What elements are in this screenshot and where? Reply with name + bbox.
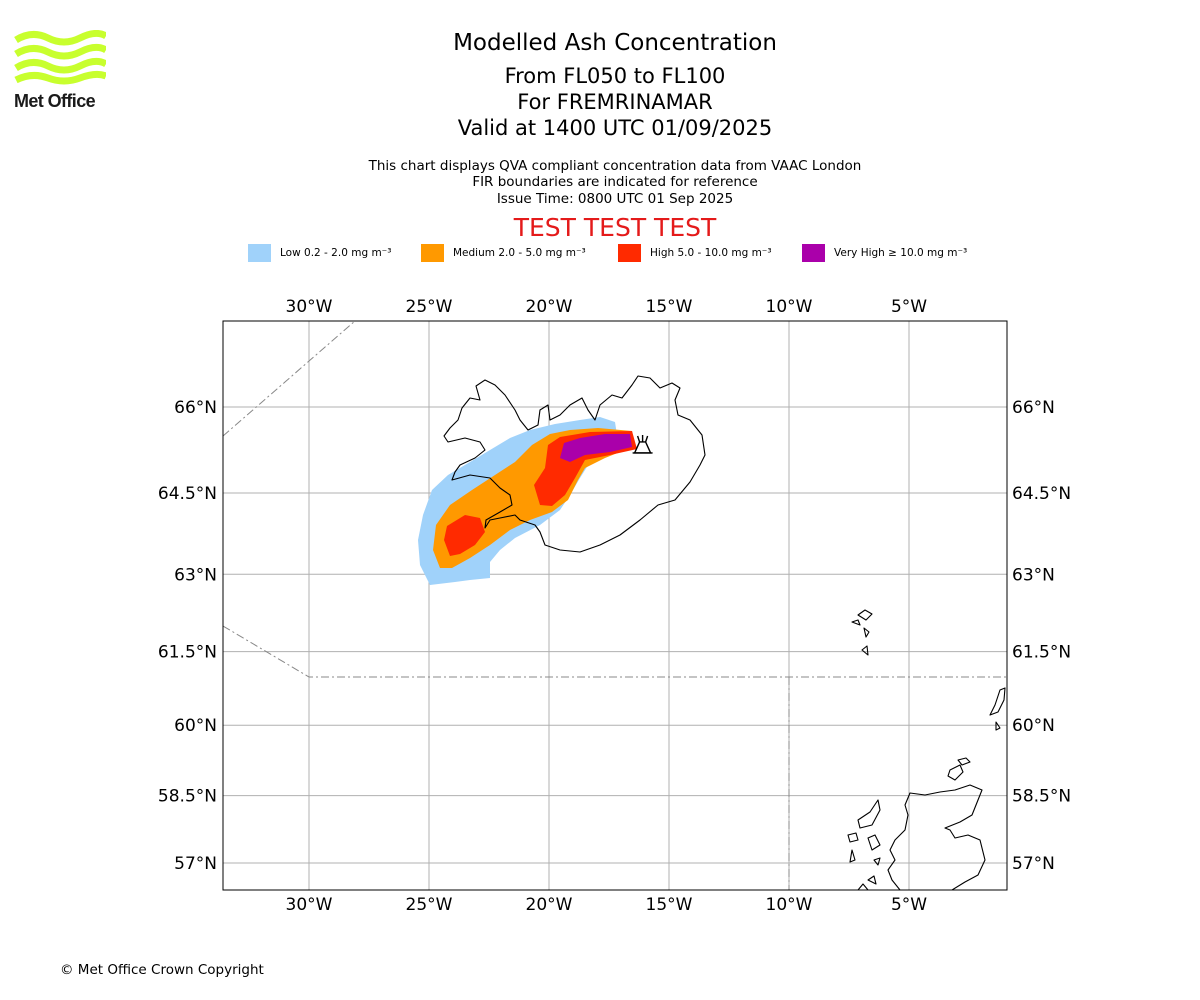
fir-boundaries xyxy=(223,321,1007,890)
legend-swatch-very-high xyxy=(802,244,825,262)
legend-item-high: High 5.0 - 10.0 mg m⁻³ xyxy=(618,244,772,262)
ash-area-high xyxy=(444,515,485,556)
lon-tick-label-bottom: 20°W xyxy=(526,895,573,915)
iceland-coastline xyxy=(443,375,706,553)
orkney-islands xyxy=(947,757,971,781)
shetland-islands xyxy=(989,687,1006,731)
valid-time: Valid at 1400 UTC 01/09/2025 xyxy=(457,116,773,140)
lat-tick-label-left: 60°N xyxy=(174,716,217,736)
legend-label-very-high: Very High ≥ 10.0 mg m⁻³ xyxy=(834,247,968,259)
lon-tick-label-top: 5°W xyxy=(891,297,927,317)
legend-label-low: Low 0.2 - 2.0 mg m⁻³ xyxy=(280,247,392,259)
lon-tick-label-bottom: 5°W xyxy=(891,895,927,915)
legend-swatch-low xyxy=(248,244,271,262)
lat-tick-label-left: 63°N xyxy=(174,565,217,585)
test-banner: TEST TEST TEST xyxy=(513,213,717,242)
fir-boundary-line xyxy=(223,321,356,437)
coastlines xyxy=(443,375,1006,890)
lon-tick-label-bottom: 15°W xyxy=(646,895,693,915)
lat-tick-label-left: 66°N xyxy=(174,398,217,418)
faroe-islands xyxy=(851,609,873,656)
lon-tick-label-bottom: 10°W xyxy=(766,895,813,915)
legend-item-low: Low 0.2 - 2.0 mg m⁻³ xyxy=(248,244,391,262)
legend-item-medium: Medium 2.0 - 5.0 mg m⁻³ xyxy=(421,244,586,262)
lat-tick-label-left: 64.5°N xyxy=(158,484,217,504)
legend-label-medium: Medium 2.0 - 5.0 mg m⁻³ xyxy=(453,247,586,259)
lon-tick-label-bottom: 25°W xyxy=(406,895,453,915)
hebrides xyxy=(847,799,881,890)
legend-swatch-medium xyxy=(421,244,444,262)
axis-tick-labels: 30°W 30°W 25°W 25°W 20°W 20°W 15°W 15°W 10°W 10°W… xyxy=(158,297,1071,915)
lat-tick-label-right: 66°N xyxy=(1012,398,1055,418)
lon-tick-label-top: 10°W xyxy=(766,297,813,317)
chart-title: Modelled Ash Concentration xyxy=(453,30,777,56)
copyright: © Met Office Crown Copyright xyxy=(60,962,264,978)
legend-label-high: High 5.0 - 10.0 mg m⁻³ xyxy=(650,247,772,259)
lat-tick-label-left: 57°N xyxy=(174,854,217,874)
legend: Low 0.2 - 2.0 mg m⁻³ Medium 2.0 - 5.0 mg… xyxy=(0,244,1200,264)
lat-tick-label-left: 61.5°N xyxy=(158,643,217,663)
ash-area-very-high xyxy=(560,434,632,462)
graticule xyxy=(223,321,1007,890)
subtitle-line-2: FIR boundaries are indicated for referen… xyxy=(472,174,758,190)
lat-tick-label-right: 63°N xyxy=(1012,565,1055,585)
lon-tick-label-bottom: 30°W xyxy=(286,895,333,915)
issue-time: Issue Time: 0800 UTC 01 Sep 2025 xyxy=(496,191,734,207)
lat-tick-label-left: 58.5°N xyxy=(158,787,217,807)
lon-tick-label-top: 25°W xyxy=(406,297,453,317)
volcano-icon xyxy=(632,434,653,454)
lon-tick-label-top: 30°W xyxy=(286,297,333,317)
lat-tick-label-right: 60°N xyxy=(1012,716,1055,736)
lat-tick-label-right: 61.5°N xyxy=(1012,643,1071,663)
lat-tick-label-right: 58.5°N xyxy=(1012,787,1071,807)
legend-swatch-high xyxy=(618,244,641,262)
region-name: For FREMRINAMAR xyxy=(517,90,713,114)
lon-tick-label-top: 15°W xyxy=(646,297,693,317)
lon-tick-label-top: 20°W xyxy=(526,297,573,317)
lat-tick-label-right: 57°N xyxy=(1012,854,1055,874)
lat-tick-label-right: 64.5°N xyxy=(1012,484,1071,504)
legend-item-very-high: Very High ≥ 10.0 mg m⁻³ xyxy=(802,244,967,262)
map-frame xyxy=(222,320,1008,891)
fir-boundary-line xyxy=(223,625,1007,678)
logo-text: Met Office xyxy=(14,91,96,111)
scotland-coastline xyxy=(887,784,986,890)
met-office-logo xyxy=(14,30,106,85)
subtitle-line-1: This chart displays QVA compliant concen… xyxy=(368,158,862,174)
flight-levels: From FL050 to FL100 xyxy=(504,64,726,88)
